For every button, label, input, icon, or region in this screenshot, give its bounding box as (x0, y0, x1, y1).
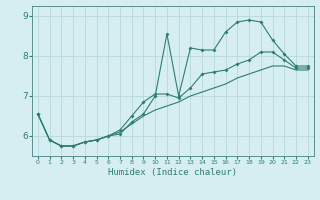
X-axis label: Humidex (Indice chaleur): Humidex (Indice chaleur) (108, 168, 237, 177)
